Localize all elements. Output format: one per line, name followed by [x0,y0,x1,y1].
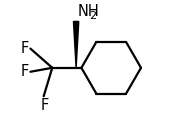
Text: F: F [40,98,48,113]
Polygon shape [73,21,79,68]
Text: NH: NH [78,4,100,19]
Text: 2: 2 [89,11,96,21]
Text: F: F [20,41,29,56]
Text: F: F [20,64,29,79]
